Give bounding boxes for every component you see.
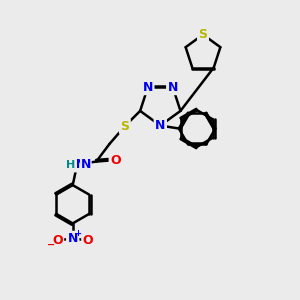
Text: S: S xyxy=(120,120,129,133)
Text: N: N xyxy=(68,232,78,245)
Text: N: N xyxy=(168,81,178,94)
Text: H: H xyxy=(66,160,76,170)
Text: N: N xyxy=(155,119,166,132)
Text: O: O xyxy=(52,234,63,247)
Text: −: − xyxy=(47,240,55,250)
Text: S: S xyxy=(199,28,208,41)
Text: HN: HN xyxy=(67,158,87,171)
Text: O: O xyxy=(83,234,93,247)
Text: O: O xyxy=(110,154,121,166)
Text: N: N xyxy=(81,158,91,171)
Text: N: N xyxy=(143,81,153,94)
Text: +: + xyxy=(74,229,82,238)
